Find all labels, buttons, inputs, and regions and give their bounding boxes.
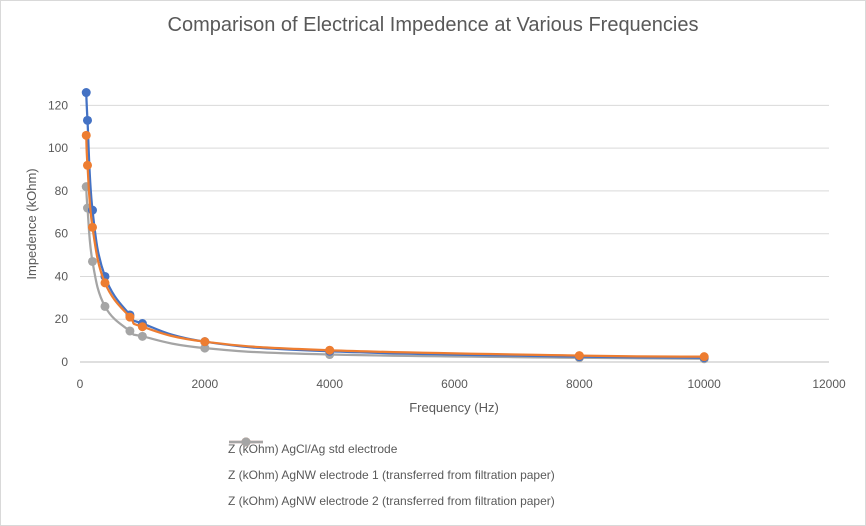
data-point: [699, 352, 709, 362]
data-point: [574, 351, 584, 361]
data-point: [137, 322, 147, 332]
x-axis-label: Frequency (Hz): [409, 400, 499, 415]
series-line: [85, 186, 705, 360]
data-point: [87, 256, 97, 266]
legend-label: Z (kOhm) AgNW electrode 1 (transferred f…: [228, 468, 555, 482]
y-tick-label: 40: [55, 269, 69, 283]
y-axis-label: Impedence (kOhm): [24, 168, 39, 279]
data-point: [82, 115, 92, 125]
data-point: [325, 345, 335, 355]
legend-item: Z (kOhm) AgCl/Ag std electrode: [228, 436, 555, 462]
x-tick-label: 10000: [687, 377, 721, 391]
chart-title: Comparison of Electrical Impedence at Va…: [167, 14, 699, 36]
x-tick-label: 0: [77, 377, 84, 391]
x-tick-label: 6000: [441, 377, 468, 391]
y-tick-label: 0: [61, 355, 68, 369]
legend-item: Z (kOhm) AgNW electrode 2 (transferred f…: [228, 437, 555, 514]
data-point: [125, 326, 135, 336]
x-tick-label: 8000: [566, 377, 593, 391]
x-tick-label: 12000: [812, 377, 846, 391]
y-tick-label: 100: [48, 141, 68, 155]
data-point: [87, 222, 97, 232]
data-point: [125, 312, 135, 322]
x-tick-label: 2000: [191, 377, 218, 391]
data-point: [137, 331, 147, 341]
data-point: [100, 278, 110, 288]
legend-label: Z (kOhm) AgNW electrode 2 (transferred f…: [228, 494, 555, 508]
data-point: [82, 160, 92, 170]
legend-label: Z (kOhm) AgCl/Ag std electrode: [228, 442, 398, 456]
y-tick-label: 60: [55, 227, 69, 241]
data-point: [200, 343, 210, 353]
legend: Z (kOhm) AgCl/Ag std electrode Z (kOhm) A…: [228, 436, 555, 514]
series-line: [85, 135, 705, 358]
y-tick-label: 80: [55, 184, 69, 198]
y-tick-label: 120: [48, 98, 68, 112]
x-tick-label: 4000: [316, 377, 343, 391]
legend-item: Z (kOhm) AgNW electrode 1 (transferred f…: [228, 437, 555, 488]
y-tick-label: 20: [55, 312, 69, 326]
series-line: [85, 92, 705, 359]
data-point: [100, 301, 110, 311]
legend-swatch: [229, 437, 263, 447]
data-point: [200, 337, 210, 347]
data-point: [81, 88, 91, 98]
data-point: [81, 130, 91, 140]
